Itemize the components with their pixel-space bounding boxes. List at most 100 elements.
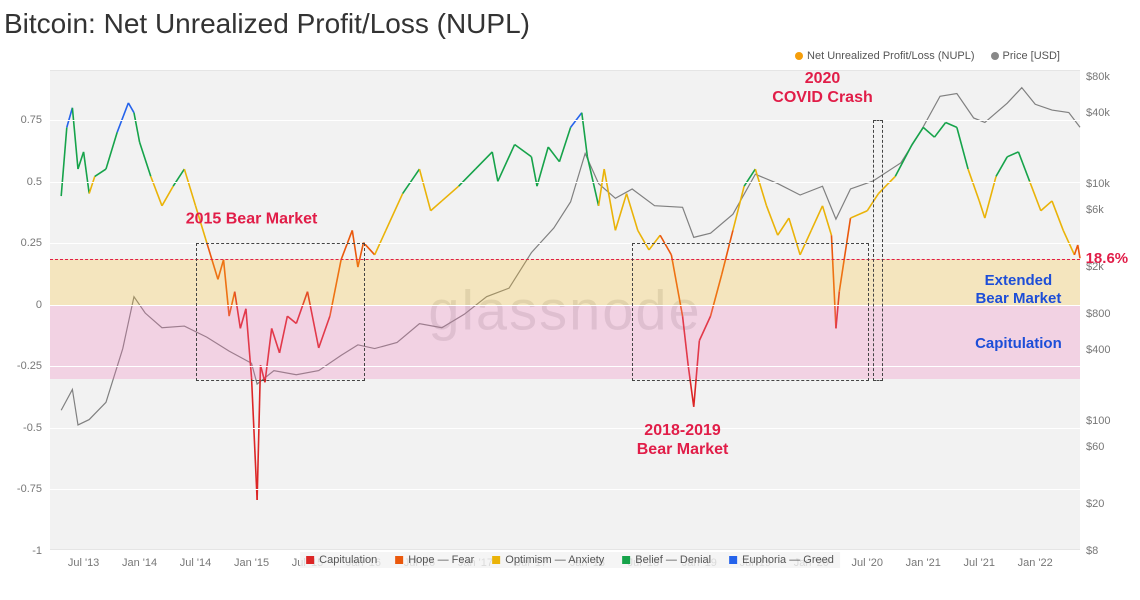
nupl-segment: [1041, 201, 1052, 211]
x-axis-label: Jul '20: [852, 557, 883, 569]
nupl-segment: [95, 169, 106, 176]
nupl-segment: [923, 127, 934, 137]
highlight-box: [196, 243, 366, 380]
y-axis-right-label: $60: [1086, 441, 1130, 453]
nupl-segment: [128, 103, 134, 113]
legend-top: Net Unrealized Profit/Loss (NUPL) Price […: [795, 50, 1060, 62]
nupl-segment: [912, 127, 923, 144]
highlight-box: [873, 120, 883, 380]
y-axis-left-label: -0.5: [10, 422, 42, 434]
annotation: 2018-2019Bear Market: [637, 421, 729, 459]
nupl-segment: [162, 186, 173, 206]
nupl-segment: [957, 127, 968, 169]
legend-item: Hope — Fear: [395, 554, 474, 566]
y-axis-left-label: 0.5: [10, 176, 42, 188]
nupl-segment: [767, 206, 778, 235]
y-axis-right-label: $800: [1086, 308, 1130, 320]
nupl-segment: [459, 169, 476, 186]
legend-item: Capitulation: [306, 554, 377, 566]
nupl-segment: [78, 152, 84, 169]
nupl-segment: [84, 152, 90, 194]
nupl-segment: [811, 206, 822, 231]
y-axis-left-label: -1: [10, 545, 42, 557]
nupl-segment: [386, 194, 403, 231]
annotation: Capitulation: [975, 335, 1062, 353]
x-axis-label: Jan '22: [1018, 557, 1053, 569]
nupl-segment: [755, 169, 766, 206]
y-axis-right-label: $400: [1086, 344, 1130, 356]
nupl-segment: [850, 211, 867, 218]
nupl-segment: [252, 377, 258, 500]
chart-title: Bitcoin: Net Unrealized Profit/Loss (NUP…: [0, 0, 1140, 40]
nupl-segment: [733, 186, 744, 230]
nupl-segment: [498, 145, 515, 182]
y-axis-left-label: -0.75: [10, 483, 42, 495]
y-axis-left-label: 0.25: [10, 237, 42, 249]
nupl-segment: [934, 122, 945, 137]
nupl-segment: [89, 176, 95, 193]
nupl-segment: [173, 169, 184, 186]
x-axis-label: Jul '13: [68, 557, 99, 569]
nupl-segment: [117, 103, 128, 132]
y-axis-right-label: $6k: [1086, 204, 1130, 216]
grid-line: [50, 428, 1080, 429]
nupl-segment: [968, 169, 979, 201]
y-axis-left-label: 0.75: [10, 114, 42, 126]
nupl-segment: [515, 145, 532, 157]
grid-line: [50, 182, 1080, 183]
nupl-segment: [475, 152, 492, 169]
legend-item: Belief — Denial: [622, 554, 711, 566]
y-axis-right-label: $40k: [1086, 107, 1130, 119]
plot-area: glassnode -1-0.75-0.5-0.2500.250.50.75$8…: [50, 70, 1080, 550]
nupl-segment: [1018, 152, 1029, 181]
legend-item: Optimism — Anxiety: [492, 554, 604, 566]
nupl-segment: [1030, 181, 1041, 210]
legend-item: Price [USD]: [991, 50, 1060, 62]
annotation: 18.6%: [1086, 250, 1129, 268]
nupl-segment: [1078, 245, 1080, 258]
chart-container: Net Unrealized Profit/Loss (NUPL) Price […: [0, 40, 1140, 600]
nupl-segment: [106, 132, 117, 169]
nupl-segment: [615, 194, 626, 231]
nupl-segment: [492, 152, 498, 181]
nupl-segment: [134, 113, 140, 142]
nupl-segment: [257, 365, 260, 500]
y-axis-right-label: $8: [1086, 545, 1130, 557]
legend-item: Euphoria — Greed: [729, 554, 834, 566]
nupl-segment: [548, 147, 559, 162]
nupl-segment: [895, 145, 912, 177]
nupl-segment: [996, 157, 1007, 177]
y-axis-right-label: $20: [1086, 498, 1130, 510]
grid-line: [50, 120, 1080, 121]
nupl-segment: [946, 122, 957, 127]
nupl-segment: [979, 201, 985, 218]
nupl-segment: [140, 142, 151, 176]
nupl-segment: [559, 127, 570, 161]
nupl-segment: [627, 194, 638, 231]
y-axis-right-label: $10k: [1086, 178, 1130, 190]
nupl-segment: [67, 108, 73, 128]
legend-item: Net Unrealized Profit/Loss (NUPL): [795, 50, 975, 62]
annotation: ExtendedBear Market: [975, 272, 1061, 308]
grid-line: [50, 489, 1080, 490]
x-axis-label: Jul '21: [964, 557, 995, 569]
legend-bottom: Capitulation Hope — Fear Optimism — Anxiet…: [300, 552, 840, 568]
nupl-segment: [1007, 152, 1018, 157]
nupl-segment: [419, 169, 430, 211]
highlight-box: [632, 243, 869, 380]
nupl-segment: [61, 127, 67, 196]
x-axis-label: Jan '14: [122, 557, 157, 569]
x-axis-label: Jan '15: [234, 557, 269, 569]
nupl-segment: [431, 201, 442, 211]
nupl-segment: [778, 218, 789, 235]
nupl-segment: [72, 108, 78, 169]
y-axis-left-label: 0: [10, 299, 42, 311]
y-axis-right-label: $80k: [1086, 71, 1130, 83]
y-axis-right-label: $100: [1086, 415, 1130, 427]
nupl-segment: [604, 169, 615, 230]
nupl-segment: [1052, 201, 1063, 230]
nupl-segment: [823, 206, 832, 235]
nupl-segment: [184, 169, 195, 206]
annotation: 2015 Bear Market: [186, 209, 318, 228]
nupl-segment: [537, 147, 548, 186]
